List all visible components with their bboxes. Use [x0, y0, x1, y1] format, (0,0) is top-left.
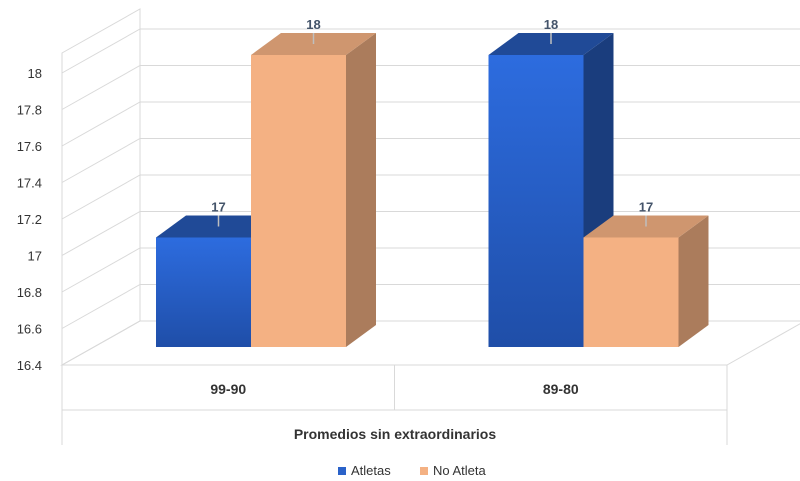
bar-atletas-89-80: 18 [488, 17, 614, 347]
gridline [61, 65, 800, 110]
bar-front [156, 237, 251, 347]
y-tick-label: 17.4 [17, 176, 42, 191]
legend-label: Atletas [351, 463, 391, 478]
data-label: 18 [544, 17, 558, 32]
y-tick-label: 18 [28, 66, 42, 81]
y-tick-label: 17.2 [17, 212, 42, 227]
gridline [61, 138, 800, 183]
legend-item: Atletas [338, 463, 391, 478]
data-label: 18 [306, 17, 320, 32]
side-wall [61, 8, 141, 366]
y-tick-label: 16.4 [17, 358, 42, 373]
legend: Atletas No Atleta [338, 463, 487, 478]
data-label: 17 [211, 200, 225, 215]
y-axis-tick-labels: 16.4 16.6 16.8 17 17.2 17.4 17.6 17.8 18 [17, 66, 42, 373]
category-label: 89-80 [543, 381, 579, 397]
gridline [61, 101, 800, 147]
x-axis-title: Promedios sin extraordinarios [294, 426, 496, 442]
legend-swatch [420, 467, 428, 475]
gridline [61, 174, 800, 220]
bar-no-atleta-99-90: 18 [251, 17, 376, 347]
bar-front [251, 55, 346, 347]
y-tick-label: 17.6 [17, 139, 42, 154]
x-axis-category-labels: 99-90 89-80 [210, 381, 579, 397]
gridline [61, 28, 800, 74]
legend-item: No Atleta [420, 463, 487, 478]
legend-swatch [338, 467, 346, 475]
y-tick-label: 16.8 [17, 285, 42, 300]
bar-side [678, 215, 709, 347]
y-tick-label: 17.8 [17, 103, 42, 118]
bars: 17 18 18 17 [156, 17, 709, 347]
data-label: 17 [639, 200, 653, 215]
bar-front [583, 237, 679, 347]
category-label: 99-90 [210, 381, 246, 397]
bar-no-atleta-89-80: 17 [583, 200, 709, 347]
y-tick-label: 16.6 [17, 322, 42, 337]
y-tick-label: 17 [28, 249, 42, 264]
bar-side [346, 33, 376, 347]
legend-label: No Atleta [433, 463, 487, 478]
bar-front [488, 55, 584, 347]
